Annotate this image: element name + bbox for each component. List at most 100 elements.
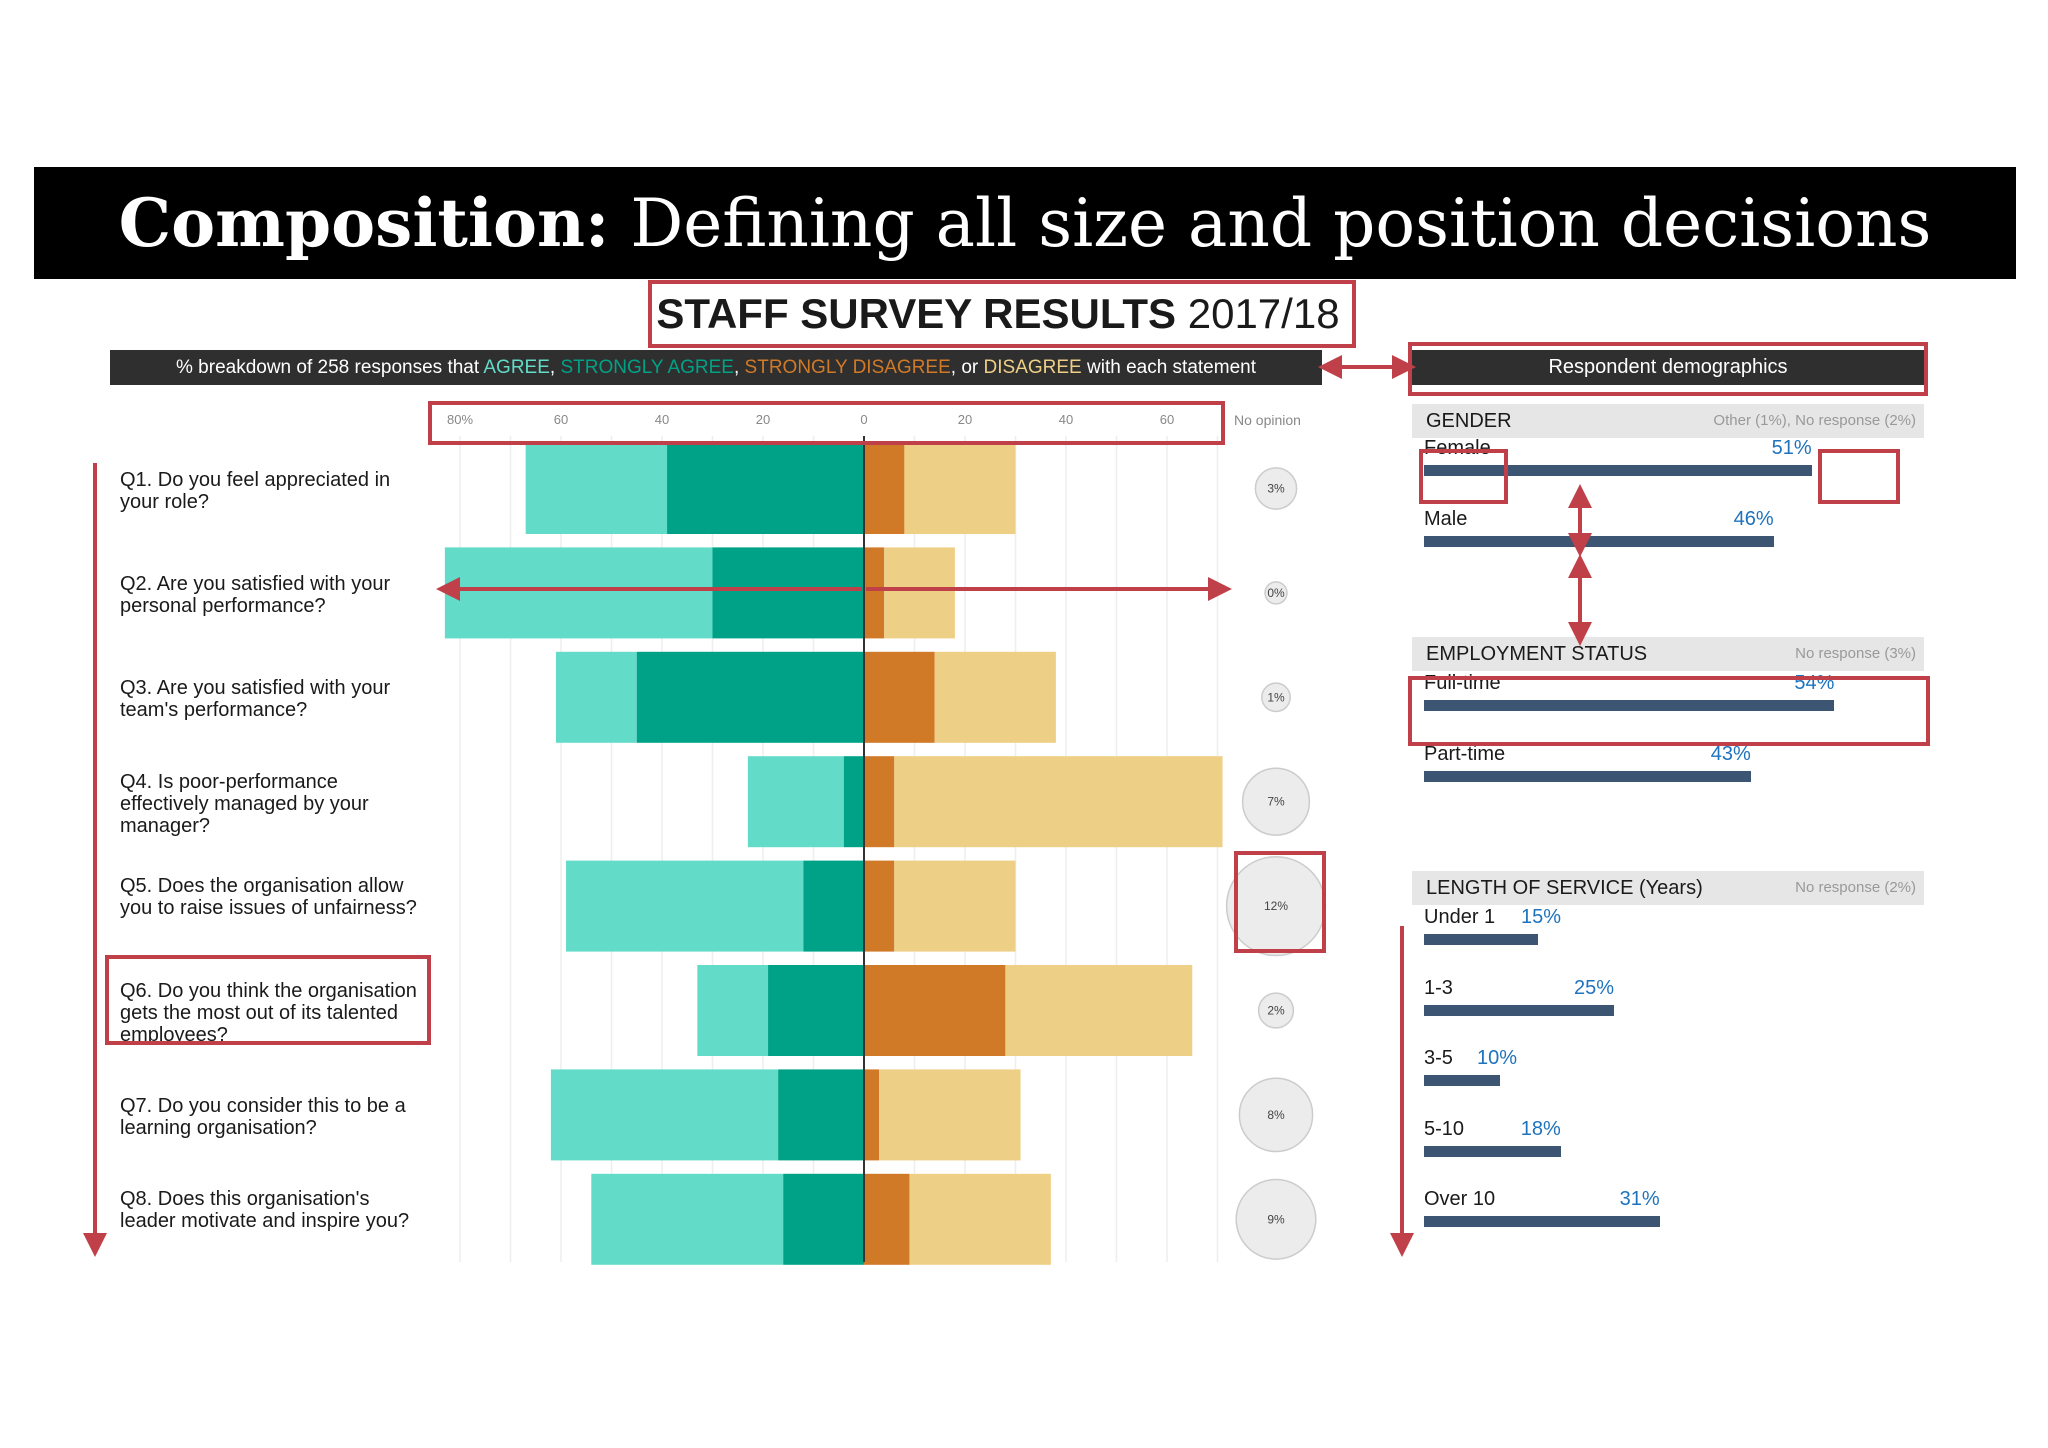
- question-label: Q3. Are you satisfied with your team's p…: [120, 677, 391, 722]
- bar-disagree: [879, 1069, 1021, 1161]
- bar-disagree: [894, 756, 1223, 848]
- highlight-box: [105, 955, 431, 1045]
- bar-strongly-disagree: [864, 965, 1006, 1056]
- highlight-box: [1234, 851, 1326, 953]
- demographic-section-header: LENGTH OF SERVICE (Years) No response (2%…: [1412, 871, 1924, 905]
- demographic-label: 5-10: [1424, 1118, 1465, 1140]
- no-opinion-header: No opinion: [1234, 412, 1301, 428]
- demographic-label: Male: [1424, 508, 1468, 530]
- no-opinion-bubble: [1264, 581, 1288, 605]
- section-note: No response (2%): [1795, 879, 1916, 896]
- section-title: GENDER: [1426, 410, 1512, 432]
- demographic-label: Female: [1424, 437, 1491, 459]
- x-tick-label: 60: [553, 412, 569, 427]
- survey-title-year: 2017/18: [1176, 290, 1340, 337]
- demographic-value: 46%: [1733, 508, 1774, 530]
- highlight-box: [428, 401, 1225, 445]
- bar-disagree: [884, 547, 955, 639]
- no-opinion-value: 7%: [1267, 795, 1285, 809]
- no-opinion-value: 12%: [1264, 899, 1288, 913]
- bar-disagree: [934, 651, 1056, 743]
- demographic-value: 18%: [1520, 1118, 1561, 1140]
- no-opinion-bubble: [1238, 1077, 1314, 1153]
- demographics-title-bar: Respondent demographics: [1412, 350, 1924, 385]
- highlight-box: [648, 280, 1356, 348]
- legend-bar: % breakdown of 258 responses that AGREE,…: [110, 350, 1322, 385]
- composition-banner: Composition: Defining all size and posit…: [34, 167, 2016, 279]
- no-opinion-value: 1%: [1267, 690, 1285, 704]
- no-opinion-bubble: [1254, 467, 1298, 510]
- survey-title: STAFF SURVEY RESULTS 2017/18: [648, 282, 1348, 346]
- question-label: Q5. Does the organisation allow you to r…: [120, 875, 417, 920]
- highlight-box: [1408, 342, 1928, 396]
- demographic-label: Under 1: [1424, 906, 1496, 928]
- no-opinion-value: 8%: [1267, 1108, 1285, 1122]
- demographic-value: 31%: [1619, 1188, 1660, 1210]
- highlight-box: [1419, 449, 1508, 504]
- legend-suffix: with each statement: [1081, 357, 1256, 378]
- no-opinion-bubble: [1241, 767, 1311, 836]
- no-opinion-bubble: [1261, 682, 1291, 713]
- question-label: Q6. Do you think the organisation gets t…: [120, 979, 417, 1046]
- demographic-label: Part-time: [1424, 743, 1506, 765]
- bar-strongly-agree: [843, 756, 864, 848]
- bar-agree: [444, 547, 713, 639]
- bar-disagree: [1005, 965, 1193, 1056]
- bar-agree: [591, 1173, 784, 1265]
- bar-strongly-agree: [803, 860, 864, 952]
- bar-disagree: [894, 860, 1016, 952]
- bar-agree: [525, 443, 668, 534]
- legend-agree: AGREE: [483, 357, 550, 378]
- demographic-section-header: EMPLOYMENT STATUS No response (3%): [1412, 637, 1924, 671]
- legend-prefix: % breakdown of 258 responses that: [176, 357, 484, 378]
- x-tick-label: 20: [957, 412, 973, 427]
- question-label: Q4. Is poor-performance effectively mana…: [120, 770, 369, 837]
- demographic-bar: [1424, 1146, 1561, 1157]
- legend-sep: , or: [950, 357, 984, 378]
- x-tick-label: 0: [860, 412, 868, 427]
- demographic-label: 1-3: [1424, 977, 1453, 999]
- section-note: Other (1%), No response (2%): [1713, 412, 1916, 429]
- section-title: EMPLOYMENT STATUS: [1426, 643, 1648, 665]
- demographic-value: 51%: [1771, 437, 1812, 459]
- no-opinion-value: 9%: [1267, 1212, 1285, 1226]
- bar-agree: [747, 756, 844, 848]
- bar-strongly-agree: [783, 1173, 864, 1265]
- demographic-section-header: GENDER Other (1%), No response (2%): [1412, 404, 1924, 438]
- legend-disagree: DISAGREE: [983, 357, 1082, 378]
- bar-strongly-agree: [712, 547, 864, 639]
- demographic-label: 3-5: [1424, 1047, 1453, 1069]
- no-opinion-value: 3%: [1267, 482, 1285, 496]
- demographic-bar: [1424, 934, 1538, 945]
- no-opinion-bubble: [1257, 992, 1295, 1029]
- no-opinion-value: 0%: [1267, 586, 1285, 600]
- demographic-value: 43%: [1710, 743, 1751, 765]
- question-label: Q8. Does this organisation's leader moti…: [120, 1188, 410, 1233]
- bar-strongly-disagree: [864, 651, 935, 743]
- question-label: Q7. Do you consider this to be a learnin…: [120, 1094, 406, 1139]
- question-label: Q1. Do you feel appreciated in your role…: [120, 468, 391, 513]
- survey-title-bold: STAFF SURVEY RESULTS: [656, 290, 1177, 337]
- bar-strongly-agree: [778, 1069, 864, 1161]
- bar-strongly-disagree: [864, 1069, 880, 1161]
- legend-strongly-agree: STRONGLY AGREE: [560, 357, 734, 378]
- question-label: Q2. Are you satisfied with your personal…: [120, 572, 391, 617]
- no-opinion-bubble: [1235, 1178, 1317, 1260]
- bar-strongly-agree: [667, 443, 864, 534]
- demographic-value: 25%: [1574, 977, 1615, 999]
- x-tick-label: 40: [654, 412, 670, 427]
- banner-bold: Composition:: [118, 184, 610, 262]
- demographic-bar: [1424, 771, 1751, 782]
- no-opinion-value: 2%: [1267, 1004, 1285, 1018]
- bar-strongly-disagree: [864, 756, 895, 848]
- demographic-bar: [1424, 1005, 1614, 1016]
- demographic-bar: [1424, 536, 1774, 547]
- demographic-bar: [1424, 1216, 1660, 1227]
- bar-strongly-agree: [636, 651, 864, 743]
- section-note: No response (3%): [1795, 645, 1916, 662]
- bar-strongly-disagree: [864, 547, 885, 639]
- demographic-bar: [1424, 465, 1812, 476]
- bar-agree: [550, 1069, 779, 1161]
- x-tick-label: 60: [1159, 412, 1175, 427]
